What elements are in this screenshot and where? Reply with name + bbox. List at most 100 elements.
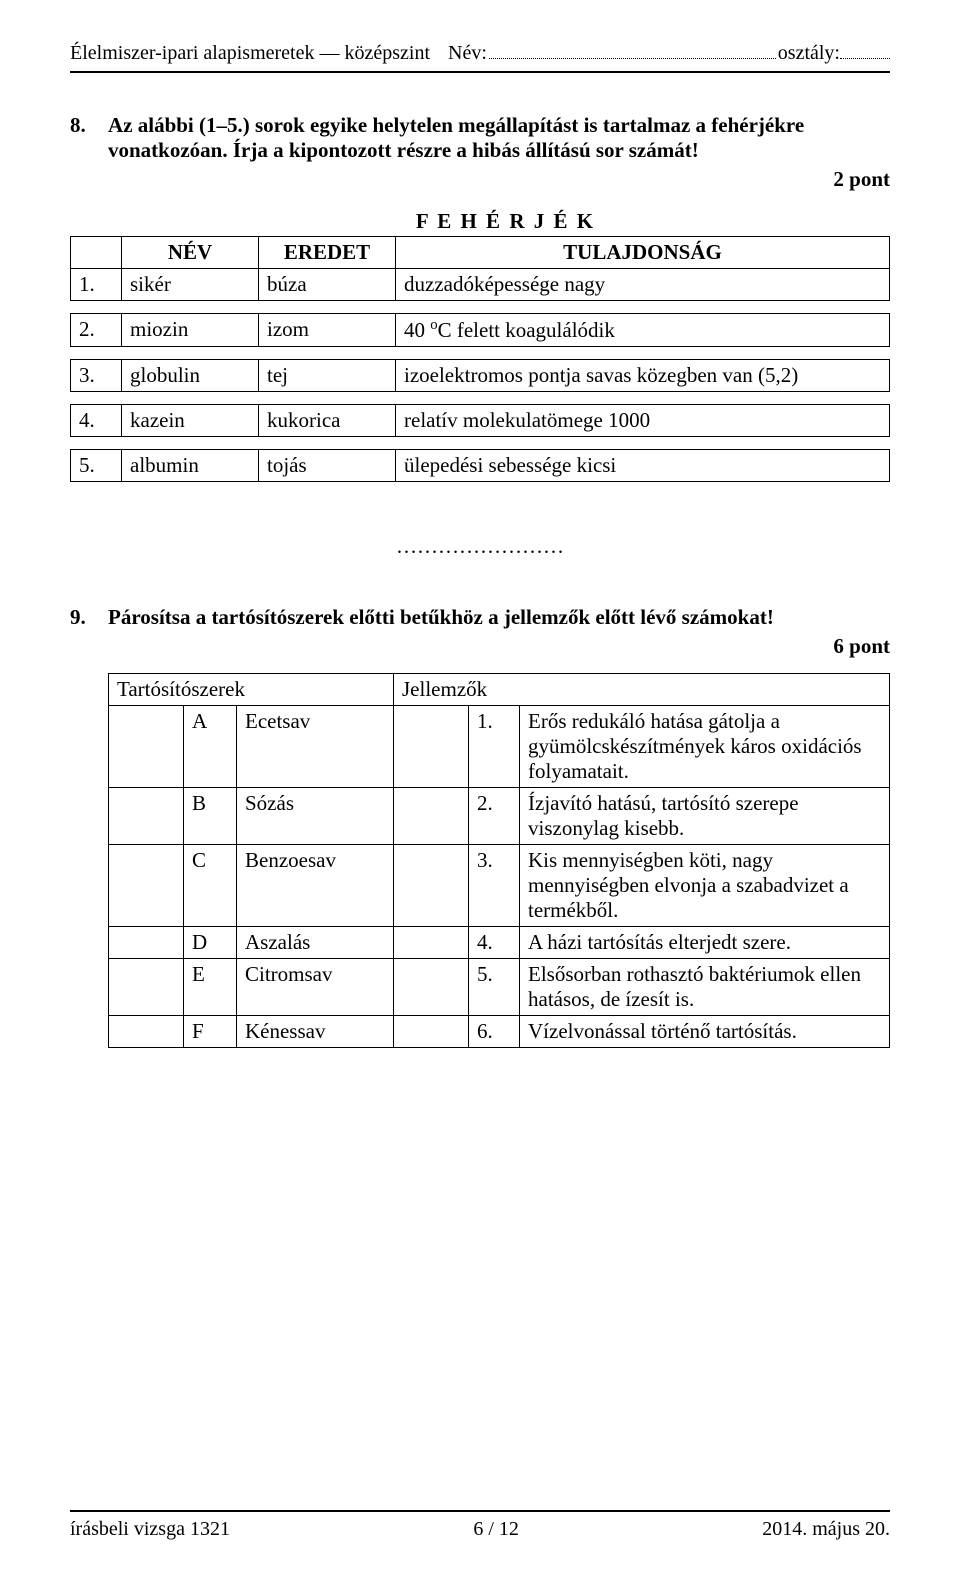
property-description: Ízjavító hatású, tartósító szerepe viszo… [520, 788, 890, 845]
row-origin: izom [259, 314, 396, 347]
answer-blank-cell [109, 1016, 184, 1048]
row-origin: kukorica [259, 405, 396, 437]
question-9-points: 6 pont [70, 634, 890, 659]
answer-blank-cell [109, 706, 184, 788]
row-property: relatív molekulatömege 1000 [396, 405, 890, 437]
row-spacer [71, 347, 890, 360]
header-rule [70, 71, 890, 73]
question-9: 9. Párosítsa a tartósítószerek előtti be… [70, 605, 890, 630]
row-name: globulin [122, 360, 259, 392]
row-origin: tej [259, 360, 396, 392]
footer-rule [70, 1510, 890, 1512]
answer-blank-cell [109, 927, 184, 959]
row-spacer [71, 301, 890, 314]
question-9-number: 9. [70, 605, 108, 630]
table-row: FKénessav 6.Vízelvonással történő tartósí… [109, 1016, 890, 1048]
property-number: 2. [469, 788, 520, 845]
footer-right: 2014. május 20. [762, 1518, 890, 1541]
footer-center: 6 / 12 [473, 1518, 519, 1541]
preservatives-header-row: Tartósítószerek Jellemzők [109, 674, 890, 706]
row-number: 2. [71, 314, 122, 347]
question-8: 8. Az alábbi (1–5.) sorok egyike helytel… [70, 113, 890, 163]
answer-blank-cell [394, 706, 469, 788]
row-property: duzzadóképessége nagy [396, 269, 890, 301]
table-row: BSózás 2.Ízjavító hatású, tartósító szere… [109, 788, 890, 845]
table-row: 5.albumintojásülepedési sebessége kicsi [71, 450, 890, 482]
row-property: izoelektromos pontja savas közegben van … [396, 360, 890, 392]
table-row: ECitromsav 5.Elsősorban rothasztó baktéri… [109, 959, 890, 1016]
preservatives-left-header: Tartósítószerek [109, 674, 394, 706]
property-description: Elsősorban rothasztó baktériumok ellen h… [520, 959, 890, 1016]
page: Élelmiszer-ipari alapismeretek — középsz… [0, 0, 960, 1581]
property-number: 5. [469, 959, 520, 1016]
question-8-points: 2 pont [70, 167, 890, 192]
preservative-name: Kénessav [237, 1016, 394, 1048]
table-row: 2.miozinizom40 oC felett koagulálódik [71, 314, 890, 347]
answer-blank-cell [394, 1016, 469, 1048]
protein-table: F E H É R J É K NÉV EREDET TULAJDONSÁG 1… [70, 206, 890, 482]
page-footer: írásbeli vizsga 1321 6 / 12 2014. május … [70, 1510, 890, 1541]
answer-blank-cell [394, 927, 469, 959]
footer-left: írásbeli vizsga 1321 [70, 1518, 230, 1541]
row-name: miozin [122, 314, 259, 347]
preservative-name: Ecetsav [237, 706, 394, 788]
preservative-name: Citromsav [237, 959, 394, 1016]
property-description: A házi tartósítás elterjedt szere. [520, 927, 890, 959]
row-number: 4. [71, 405, 122, 437]
table-row: DAszalás 4.A házi tartósítás elterjedt sz… [109, 927, 890, 959]
preservative-letter: A [184, 706, 237, 788]
answer-blank-cell [394, 788, 469, 845]
preservative-name: Aszalás [237, 927, 394, 959]
property-description: Kis mennyiségben köti, nagy mennyiségben… [520, 845, 890, 927]
row-spacer [71, 437, 890, 450]
col-name-header: NÉV [122, 237, 259, 269]
answer-blank-cell [109, 959, 184, 1016]
row-number: 1. [71, 269, 122, 301]
class-label: osztály: [778, 40, 890, 65]
col-origin-header: EREDET [259, 237, 396, 269]
preservative-name: Benzoesav [237, 845, 394, 927]
row-origin: búza [259, 269, 396, 301]
property-description: Vízelvonással történő tartósítás. [520, 1016, 890, 1048]
table-row: 1.sikérbúzaduzzadóképessége nagy [71, 269, 890, 301]
col-prop-header: TULAJDONSÁG [396, 237, 890, 269]
preservative-letter: F [184, 1016, 237, 1048]
protein-table-super-header: F E H É R J É K [71, 206, 890, 237]
row-property: 40 oC felett koagulálódik [396, 314, 890, 347]
preservative-letter: D [184, 927, 237, 959]
row-origin: tojás [259, 450, 396, 482]
property-number: 3. [469, 845, 520, 927]
row-name: kazein [122, 405, 259, 437]
question-8-number: 8. [70, 113, 108, 163]
table-row: AEcetsav 1.Erős redukáló hatása gátolja a… [109, 706, 890, 788]
name-label: Név: [448, 42, 487, 65]
protein-table-title: F E H É R J É K [122, 206, 890, 237]
answer-blank-cell [109, 845, 184, 927]
preservatives-table: Tartósítószerek Jellemzők AEcetsav 1.Erős… [108, 673, 890, 1048]
preservative-letter: B [184, 788, 237, 845]
subject-title: Élelmiszer-ipari alapismeretek — középsz… [70, 42, 430, 65]
answer-blank-cell [109, 788, 184, 845]
preservative-name: Sózás [237, 788, 394, 845]
property-number: 1. [469, 706, 520, 788]
table-row: 4.kazeinkukoricarelatív molekulatömege 1… [71, 405, 890, 437]
property-description: Erős redukáló hatása gátolja a gyümölcsk… [520, 706, 890, 788]
class-label-text: osztály: [778, 42, 840, 64]
page-header: Élelmiszer-ipari alapismeretek — középsz… [70, 40, 890, 65]
row-name: sikér [122, 269, 259, 301]
row-number: 5. [71, 450, 122, 482]
property-number: 6. [469, 1016, 520, 1048]
preservative-letter: C [184, 845, 237, 927]
question-8-text: Az alábbi (1–5.) sorok egyike helytelen … [108, 113, 890, 163]
answer-dotted-line: …………………… [70, 534, 890, 559]
row-number: 3. [71, 360, 122, 392]
name-field-line [489, 40, 776, 59]
preservatives-right-header: Jellemzők [394, 674, 890, 706]
table-row: 3.globulintejizoelektromos pontja savas … [71, 360, 890, 392]
answer-blank-cell [394, 959, 469, 1016]
property-number: 4. [469, 927, 520, 959]
preservative-letter: E [184, 959, 237, 1016]
row-name: albumin [122, 450, 259, 482]
question-9-text: Párosítsa a tartósítószerek előtti betűk… [108, 605, 890, 630]
row-spacer [71, 392, 890, 405]
